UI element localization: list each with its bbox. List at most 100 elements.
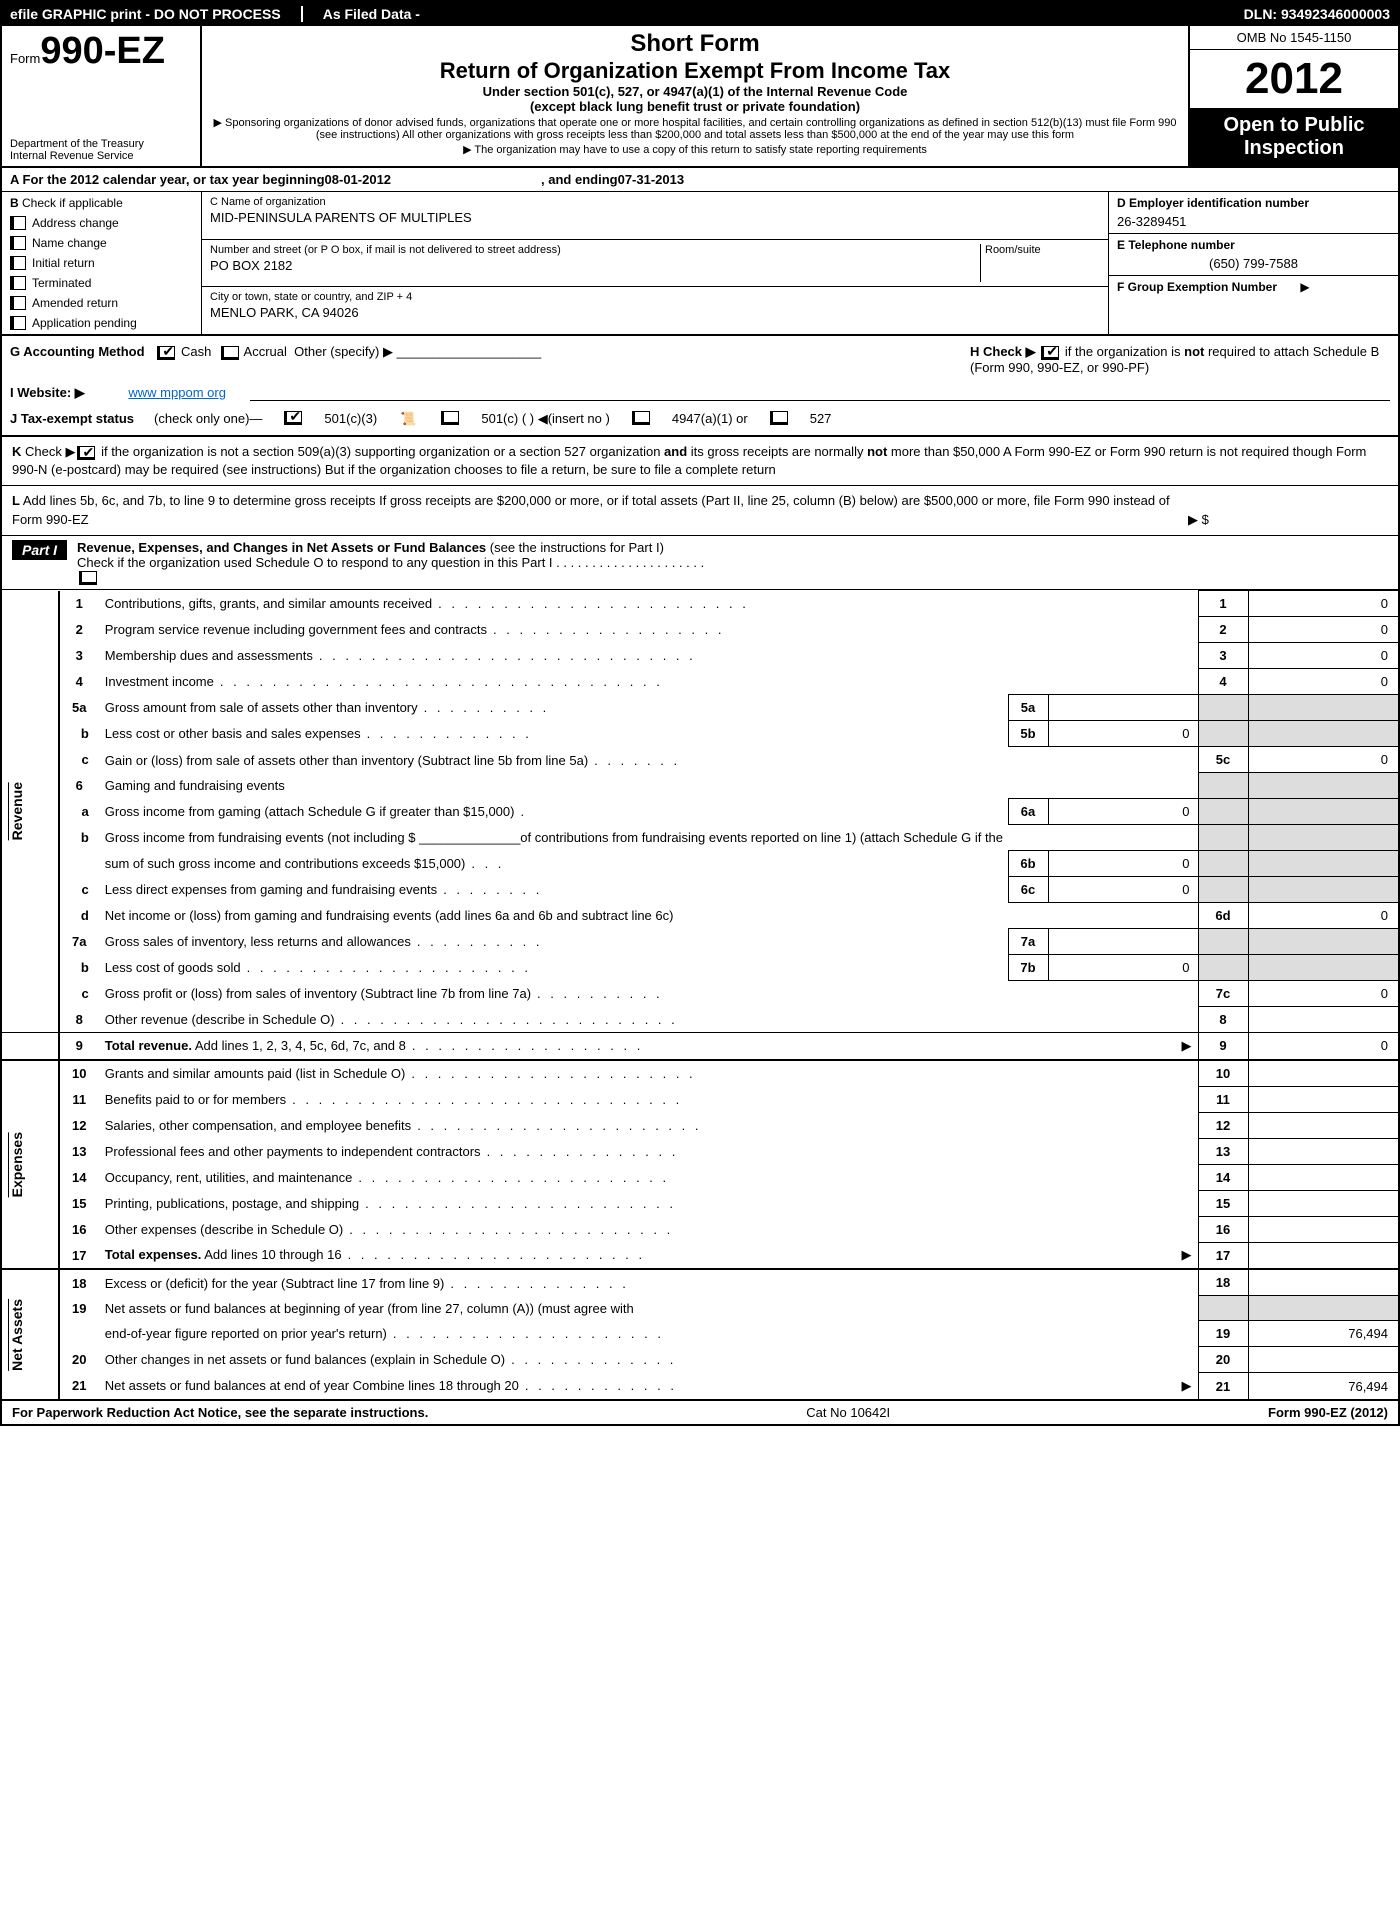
k-block: K Check ▶ if the organization is not a s… <box>2 437 1398 486</box>
line-6: 6 Gaming and fundraising events <box>2 773 1398 799</box>
line-desc: Other revenue (describe in Schedule O) <box>105 1012 335 1027</box>
right-val <box>1248 1216 1398 1242</box>
j-501c3: 501(c)(3) <box>324 411 377 427</box>
line-desc: Gross profit or (loss) from sales of inv… <box>105 986 531 1001</box>
line-num: 20 <box>59 1347 99 1373</box>
check-initial[interactable]: Initial return <box>10 256 193 270</box>
cash-label: Cash <box>181 344 211 359</box>
side-netassets: Net Assets <box>8 1299 40 1371</box>
check-527[interactable] <box>770 411 788 425</box>
header-center: Short Form Return of Organization Exempt… <box>202 26 1188 166</box>
line-num: 19 <box>59 1296 99 1321</box>
line-num: 16 <box>59 1216 99 1242</box>
line-7b: b Less cost of goods sold. . . . . . . .… <box>2 954 1398 980</box>
right-num: 18 <box>1198 1269 1248 1296</box>
check-address[interactable]: Address change <box>10 216 193 230</box>
line-desc: Gross income from gaming (attach Schedul… <box>105 804 515 819</box>
omb-number: OMB No 1545-1150 <box>1190 26 1398 50</box>
check-pending[interactable]: Application pending <box>10 316 193 330</box>
col-b-letter: B <box>10 196 19 210</box>
line-21: 21 Net assets or fund balances at end of… <box>2 1373 1398 1399</box>
col-b-title: B Check if applicable <box>10 196 193 210</box>
j-label: J Tax-exempt status <box>10 411 134 427</box>
check-amended[interactable]: Amended return <box>10 296 193 310</box>
org-name-label: C Name of organization <box>210 196 1100 208</box>
col-c: C Name of organization MID-PENINSULA PAR… <box>202 192 1108 334</box>
mini-val: 0 <box>1048 721 1198 747</box>
website-link[interactable]: www mppom org <box>128 385 226 401</box>
h-label: H Check ▶ <box>970 344 1036 359</box>
line-num: 3 <box>59 643 99 669</box>
line-num: 4 <box>59 669 99 695</box>
line-num: c <box>59 980 99 1006</box>
line-19-1: 19 Net assets or fund balances at beginn… <box>2 1296 1398 1321</box>
room-suite: Room/suite <box>980 244 1100 283</box>
line-num: 17 <box>59 1242 99 1269</box>
check-accrual[interactable] <box>221 346 239 360</box>
check-501c3[interactable] <box>284 411 302 425</box>
check-k[interactable] <box>77 446 95 460</box>
arrow-icon: ▶ <box>1182 1378 1192 1394</box>
department: Department of the Treasury Internal Reve… <box>10 138 192 162</box>
ein-value: 26-3289451 <box>1117 214 1390 229</box>
line-5b: b Less cost or other basis and sales exp… <box>2 721 1398 747</box>
line-desc: Gross amount from sale of assets other t… <box>105 700 418 715</box>
line-desc: Less direct expenses from gaming and fun… <box>105 882 437 897</box>
line-12: 12 Salaries, other compensation, and emp… <box>2 1112 1398 1138</box>
right-num: 6d <box>1198 902 1248 928</box>
header-row: Form990-EZ Department of the Treasury In… <box>2 26 1398 168</box>
open-public-2: Inspection <box>1194 137 1394 160</box>
line-num: 1 <box>59 591 99 617</box>
right-num: 4 <box>1198 669 1248 695</box>
j-527: 527 <box>810 411 832 427</box>
group-exempt-cell: F Group Exemption Number ▶ <box>1109 276 1398 334</box>
right-num: 5c <box>1198 747 1248 773</box>
col-b: B Check if applicable Address change Nam… <box>2 192 202 334</box>
open-public-1: Open to Public <box>1194 114 1394 137</box>
check-part1[interactable] <box>79 571 97 585</box>
line-15: 15 Printing, publications, postage, and … <box>2 1190 1398 1216</box>
line-3: 3 Membership dues and assessments. . . .… <box>2 643 1398 669</box>
line-desc: Less cost or other basis and sales expen… <box>105 726 361 741</box>
check-4947[interactable] <box>632 411 650 425</box>
j-4947: 4947(a)(1) or <box>672 411 748 427</box>
right-val: 0 <box>1248 747 1398 773</box>
line-num: a <box>59 798 99 824</box>
line-num: 5a <box>59 695 99 721</box>
header-right: OMB No 1545-1150 2012 Open to Public Ins… <box>1188 26 1398 166</box>
check-h[interactable] <box>1041 346 1059 360</box>
mini-num: 6a <box>1008 798 1048 824</box>
mini-num: 5b <box>1008 721 1048 747</box>
line-2: 2 Program service revenue including gove… <box>2 617 1398 643</box>
arrow-icon: ▶ <box>1300 280 1309 294</box>
line-table: Revenue 1 Contributions, gifts, grants, … <box>2 590 1398 1399</box>
check-name[interactable]: Name change <box>10 236 193 250</box>
city-cell: City or town, state or country, and ZIP … <box>202 287 1108 334</box>
check-terminated[interactable]: Terminated <box>10 276 193 290</box>
check-label: Amended return <box>32 296 118 310</box>
line-desc: Contributions, gifts, grants, and simila… <box>105 596 432 611</box>
line-19-2: end-of-year figure reported on prior yea… <box>2 1321 1398 1347</box>
right-val: 0 <box>1248 591 1398 617</box>
line-num: 2 <box>59 617 99 643</box>
form-number: Form990-EZ <box>10 30 192 73</box>
line-desc: Membership dues and assessments <box>105 648 313 663</box>
line-num: 7a <box>59 928 99 954</box>
mini-num: 5a <box>1008 695 1048 721</box>
check-cash[interactable] <box>157 346 175 360</box>
line-desc: Benefits paid to or for members <box>105 1092 286 1107</box>
line-5a: 5a Gross amount from sale of assets othe… <box>2 695 1398 721</box>
line-desc: Investment income <box>105 674 214 689</box>
line-4: 4 Investment income. . . . . . . . . . .… <box>2 669 1398 695</box>
l-block: L Add lines 5b, 6c, and 7b, to line 9 to… <box>2 486 1398 535</box>
line-6c: c Less direct expenses from gaming and f… <box>2 876 1398 902</box>
right-val: 0 <box>1248 617 1398 643</box>
check-501c[interactable] <box>441 411 459 425</box>
line-num: 13 <box>59 1138 99 1164</box>
form-number-big: 990-EZ <box>40 30 165 72</box>
line-desc: Salaries, other compensation, and employ… <box>105 1118 411 1133</box>
line-7a: 7a Gross sales of inventory, less return… <box>2 928 1398 954</box>
right-val: 76,494 <box>1248 1321 1398 1347</box>
right-num: 8 <box>1198 1006 1248 1032</box>
line-10: Expenses 10 Grants and similar amounts p… <box>2 1060 1398 1087</box>
